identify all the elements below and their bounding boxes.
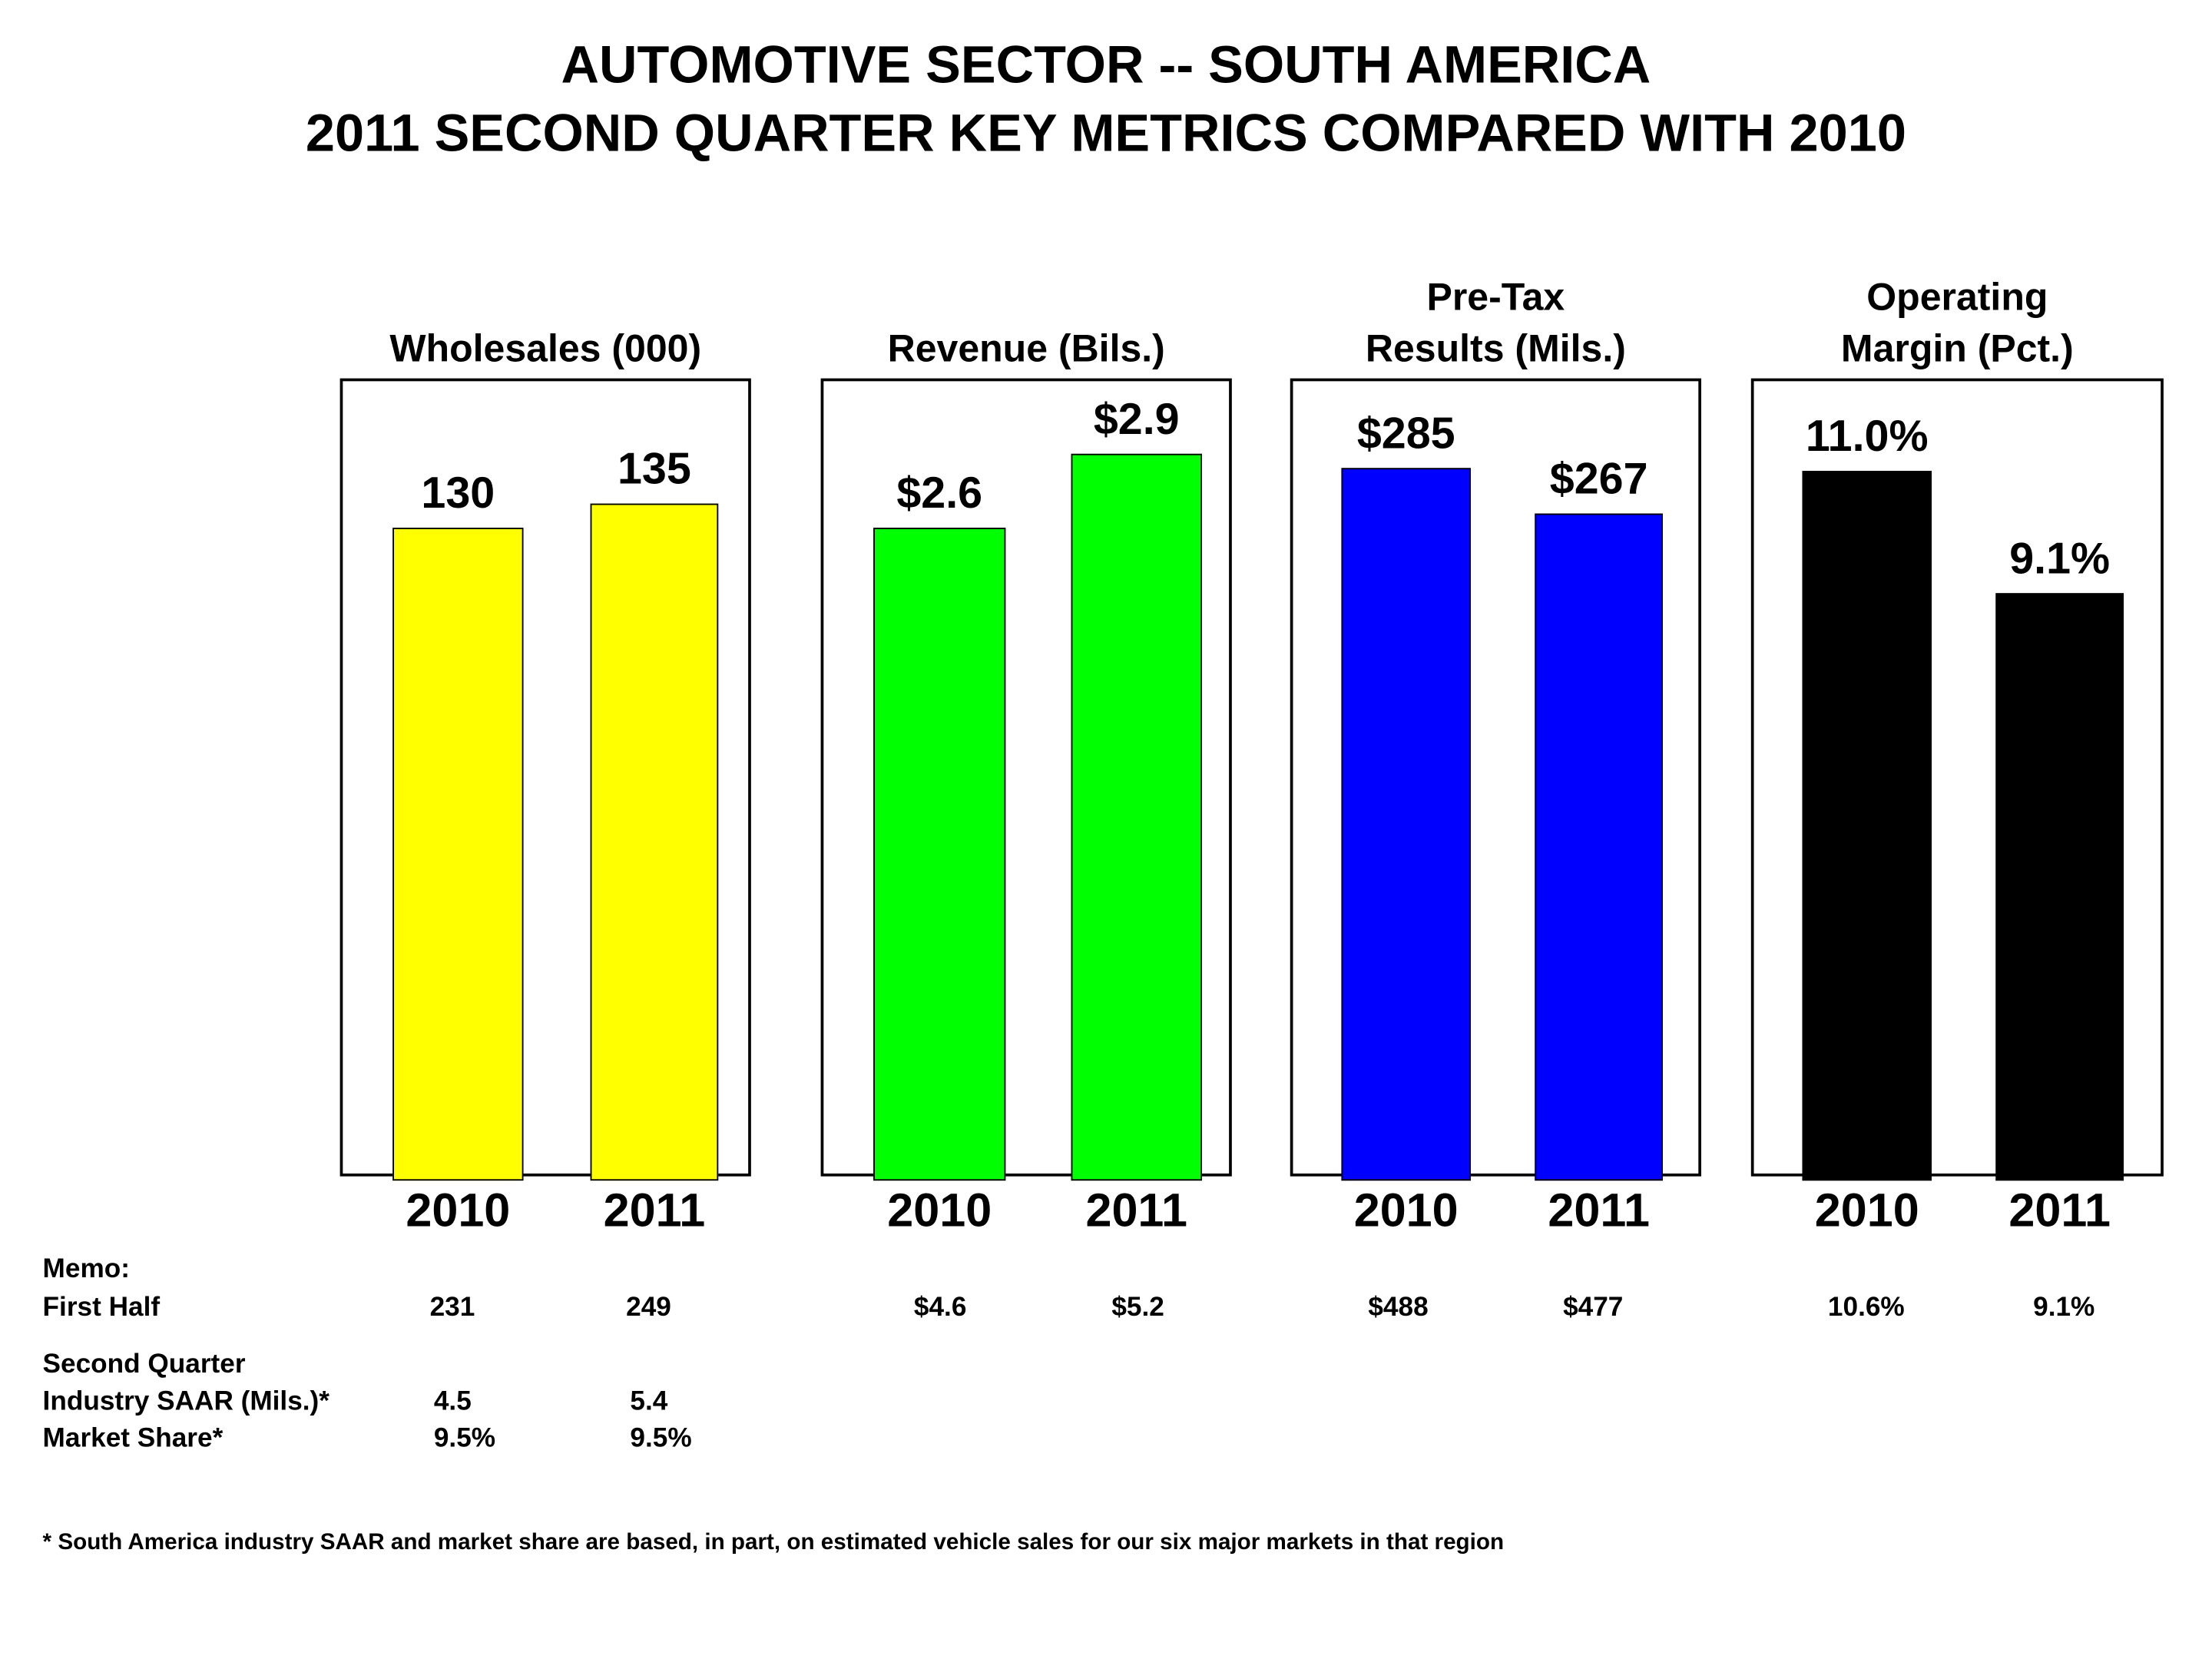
second-quarter-label: Second Quarter (42, 1349, 246, 1380)
first-half-value: $4.6 (913, 1293, 967, 1323)
pretax-value-label: $267 (1549, 452, 1648, 503)
wholesales-value-label: 130 (421, 469, 495, 518)
wholesales-panel-title: Wholesales (000) (290, 323, 802, 374)
revenue-value-label: $2.9 (1093, 393, 1180, 444)
footnote: * South America industry SAAR and market… (42, 1530, 1505, 1555)
first-half-value: $477 (1563, 1293, 1624, 1323)
revenue-panel (820, 378, 1232, 1177)
pretax-value-label: $285 (1356, 408, 1455, 459)
pretax-year-label: 2010 (1353, 1183, 1459, 1237)
title-line-2: 2011 SECOND QUARTER KEY METRICS COMPARED… (305, 104, 1906, 163)
margin-year-label: 2010 (1814, 1183, 1919, 1237)
revenue-bar-2011 (1071, 453, 1202, 1181)
first-half-value: 10.6% (1827, 1293, 1905, 1323)
panel-title-line: Revenue (Bils.) (887, 326, 1165, 370)
revenue-bar-2010 (873, 528, 1006, 1181)
saar-label: Industry SAAR (Mils.)* (42, 1386, 329, 1417)
panel-title-line: Operating (1866, 276, 2048, 319)
market-share-label: Market Share* (42, 1423, 224, 1454)
wholesales-bar-2010 (392, 528, 524, 1181)
wholesales-bar-2011 (590, 503, 719, 1181)
title-line-1: AUTOMOTIVE SECTOR -- SOUTH AMERICA (561, 35, 1651, 94)
margin-bar-2010 (1802, 471, 1932, 1181)
margin-value-label: 9.1% (2009, 533, 2111, 584)
panel-title-line: Wholesales (000) (389, 326, 702, 370)
wholesales-year-label: 2010 (406, 1183, 511, 1237)
margin-value-label: 11.0% (1805, 411, 1929, 462)
first-half-value: 9.1% (2033, 1293, 2095, 1323)
first-half-value: 249 (626, 1293, 671, 1323)
pretax-year-label: 2011 (1548, 1183, 1650, 1237)
revenue-panel-title: Revenue (Bils.) (770, 323, 1283, 374)
revenue-value-label: $2.6 (896, 469, 983, 518)
market-share-value: 9.5% (433, 1423, 496, 1454)
panel-title-line: Pre-Tax (1426, 276, 1565, 319)
margin-panel (1750, 378, 2164, 1177)
first-half-label: First Half (42, 1293, 161, 1323)
memo-header: Memo: (42, 1254, 130, 1285)
wholesales-value-label: 135 (617, 443, 691, 494)
pretax-panel-title: Pre-Tax Results (Mils.) (1240, 272, 1752, 374)
pretax-bar-2010 (1341, 468, 1471, 1181)
wholesales-year-label: 2011 (603, 1183, 706, 1237)
panel-title-line: Results (Mils.) (1365, 326, 1626, 370)
market-share-value: 9.5% (630, 1423, 692, 1454)
first-half-value: $488 (1368, 1293, 1429, 1323)
first-half-value: 231 (429, 1293, 475, 1323)
first-half-value: $5.2 (1111, 1293, 1164, 1323)
saar-value: 5.4 (630, 1386, 668, 1417)
panel-title-line: Margin (Pct.) (1840, 326, 2074, 370)
wholesales-panel (339, 378, 751, 1177)
margin-year-label: 2011 (2008, 1183, 2111, 1237)
pretax-bar-2011 (1535, 512, 1663, 1181)
margin-panel-title: Operating Margin (Pct.) (1701, 272, 2212, 374)
revenue-year-label: 2010 (887, 1183, 992, 1237)
pretax-panel (1290, 378, 1701, 1177)
saar-value: 4.5 (433, 1386, 472, 1417)
margin-bar-2011 (1995, 593, 2124, 1181)
revenue-year-label: 2011 (1085, 1183, 1188, 1237)
